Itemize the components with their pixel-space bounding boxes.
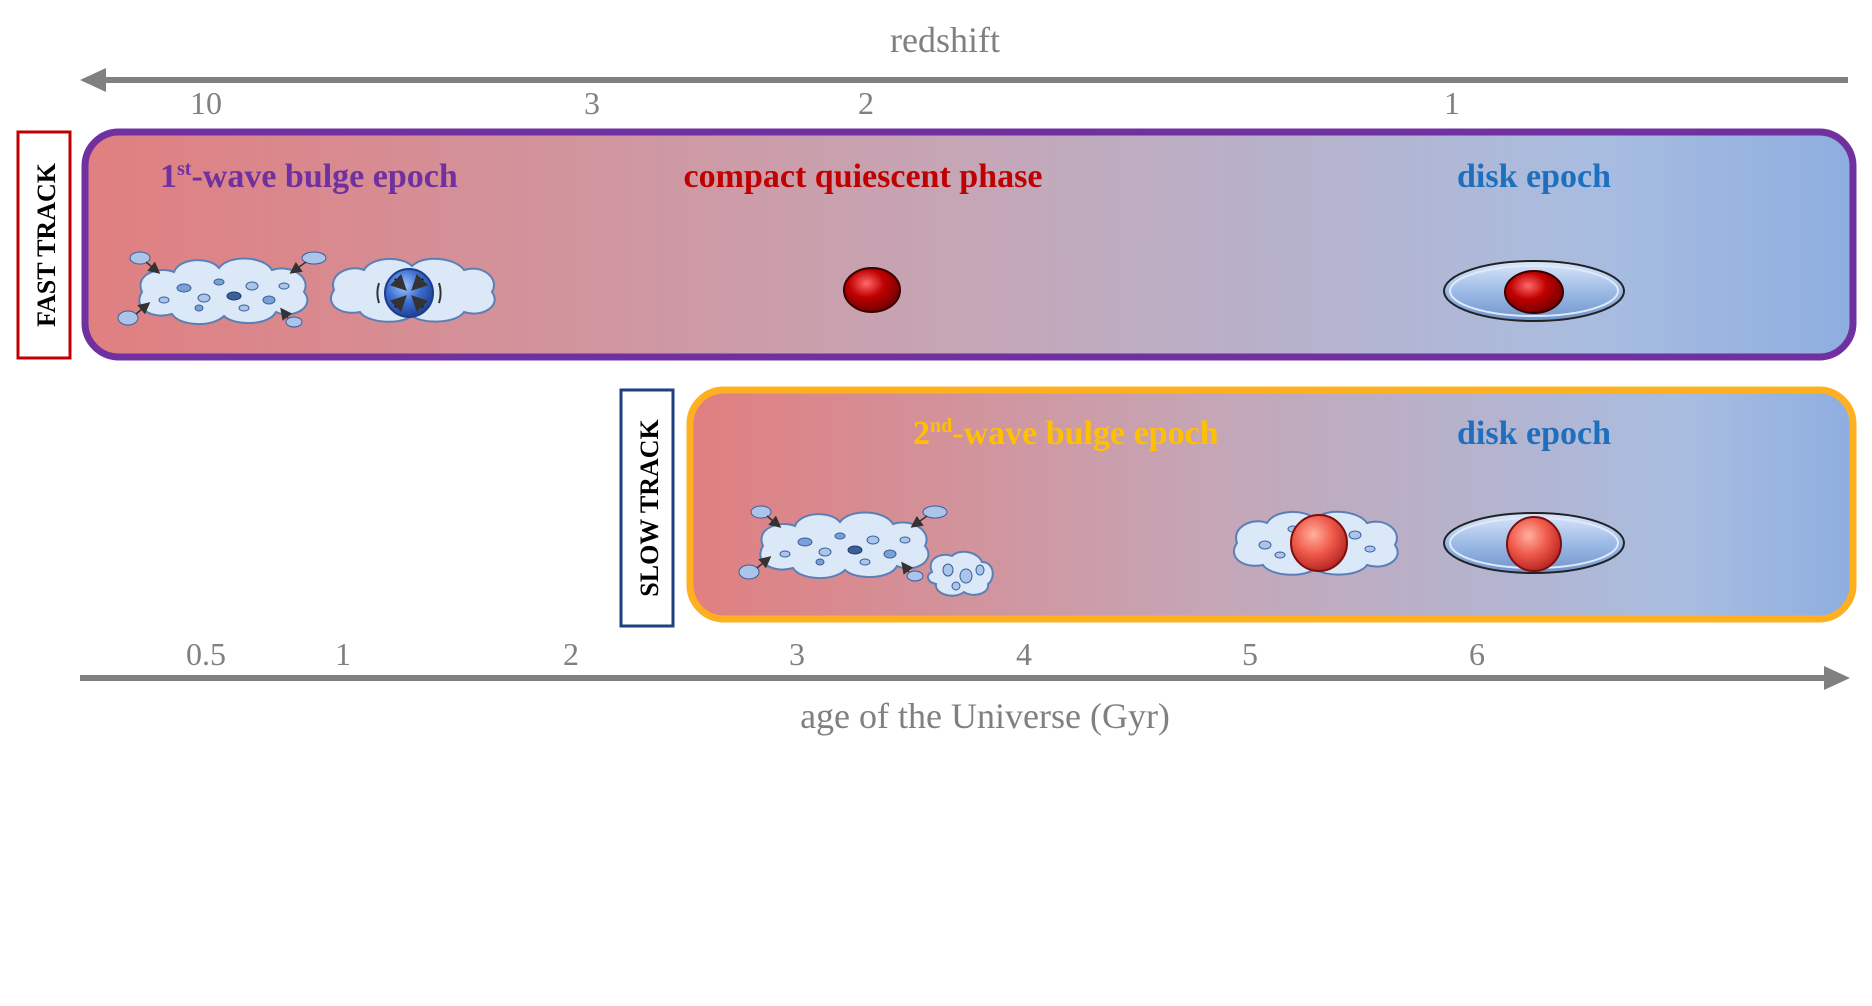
fast-bulge-sup: st <box>177 158 192 180</box>
redshift-tick-10: 10 <box>190 85 222 121</box>
age-tick-3: 3 <box>789 636 805 672</box>
redshift-tick-2: 2 <box>858 85 874 121</box>
disk-galaxy-icon <box>1443 260 1625 322</box>
fast-track-band <box>81 128 1857 361</box>
slow-track-label-box: SLOW TRACK <box>619 388 675 628</box>
slow-track-band <box>686 386 1857 623</box>
age-axis: 0.5 1 2 3 4 5 6 age of the Universe (Gyr… <box>80 636 1850 736</box>
slow-bulge-sup: nd <box>930 415 952 437</box>
redshift-arrowhead <box>80 68 106 92</box>
compact-quiescent-phase-label: compact quiescent phase <box>684 158 1043 195</box>
age-tick-4: 4 <box>1016 636 1032 672</box>
fast-track-label-box: FAST TRACK <box>16 130 72 360</box>
star-forming-bulge-icon <box>376 268 442 318</box>
cloud-with-bulge-icon <box>1233 510 1399 576</box>
age-tick-2: 2 <box>563 636 579 672</box>
fast-bulge-ordinal: 1 <box>160 158 177 195</box>
slow-track-disk-epoch: disk epoch <box>1457 415 1611 452</box>
merging-clumpy-cloud-icon <box>117 251 327 328</box>
small-clumpy-cloud-icon <box>926 550 994 597</box>
redshift-tick-1: 1 <box>1444 85 1460 121</box>
age-tick-6: 6 <box>1469 636 1485 672</box>
red-nugget-icon <box>843 267 901 313</box>
disk-galaxy-icon <box>1443 512 1625 574</box>
redshift-axis: redshift 10 3 2 1 <box>80 20 1848 121</box>
slow-track-label: SLOW TRACK <box>635 418 664 596</box>
fast-track-label: FAST TRACK <box>32 162 61 327</box>
fast-track-disk-epoch: disk epoch <box>1457 158 1611 195</box>
redshift-tick-3: 3 <box>584 85 600 121</box>
slow-bulge-ordinal: 2 <box>913 415 930 452</box>
age-axis-label: age of the Universe (Gyr) <box>800 696 1170 736</box>
redshift-axis-label: redshift <box>890 20 1000 60</box>
fast-track-bulge-epoch: 1st-wave bulge epoch <box>160 158 458 195</box>
slow-track-bulge-epoch: 2nd-wave bulge epoch <box>913 415 1219 452</box>
age-tick-5: 5 <box>1242 636 1258 672</box>
fast-bulge-text: -wave bulge epoch <box>191 158 457 195</box>
merging-clumpy-cloud-icon <box>738 505 948 582</box>
age-tick-1: 1 <box>335 636 351 672</box>
age-arrowhead <box>1824 666 1850 690</box>
slow-bulge-text: -wave bulge epoch <box>952 415 1218 452</box>
age-tick-0-5: 0.5 <box>186 636 226 672</box>
